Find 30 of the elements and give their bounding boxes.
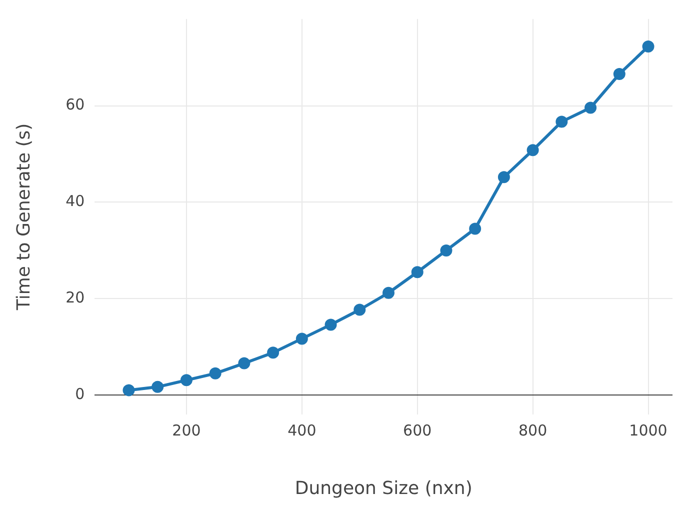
point [152, 380, 164, 393]
point [180, 374, 192, 386]
point [498, 171, 510, 184]
point [238, 357, 250, 370]
point [613, 68, 626, 80]
point [296, 332, 308, 345]
x-axis-title: Dungeon Size (nxn) [294, 478, 472, 499]
point [411, 266, 424, 278]
point [469, 222, 482, 235]
point [642, 40, 654, 52]
y-tick-label: 20 [66, 288, 85, 307]
point [440, 244, 452, 256]
y-axis-title: Time to Generate (s) [13, 123, 34, 312]
point [354, 304, 366, 316]
point [122, 384, 135, 396]
point [556, 116, 568, 128]
point [584, 102, 597, 114]
x-tick-label: 600 [403, 421, 432, 440]
x-tick-label: 200 [172, 421, 201, 440]
point [267, 346, 280, 359]
y-tick-label: 60 [66, 96, 85, 114]
y-tick-label: 40 [66, 192, 85, 210]
x-tick-label: 800 [518, 421, 548, 440]
x-tick-label: 1000 [629, 421, 668, 440]
point [526, 144, 539, 156]
point [209, 367, 222, 380]
point [324, 318, 337, 331]
point [382, 286, 394, 299]
y-tick-label: 0 [75, 385, 85, 404]
x-tick-label: 400 [288, 421, 316, 440]
